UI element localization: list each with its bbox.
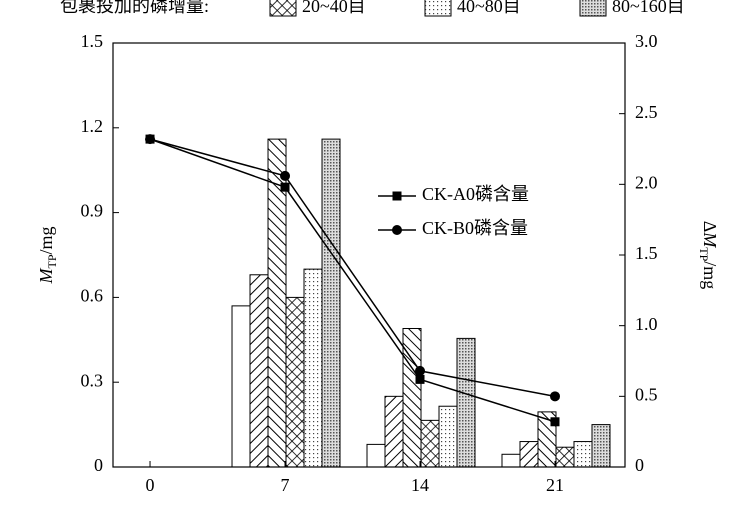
marker xyxy=(280,182,290,192)
legend-label: 40~80目 xyxy=(457,0,521,16)
y2-label-unit: /mg xyxy=(700,261,720,289)
legend-label: CK-A0磷含量 xyxy=(422,184,529,204)
legend-label: 80~160目 xyxy=(612,0,685,16)
bar xyxy=(519,441,539,468)
x-tick-label: 0 xyxy=(146,475,155,495)
x-tick-label: 14 xyxy=(411,475,429,495)
bar xyxy=(285,296,305,468)
x-tick-label: 21 xyxy=(546,475,564,495)
bar xyxy=(438,405,458,468)
marker xyxy=(415,365,426,376)
marker xyxy=(550,417,560,427)
y2-axis-label: ΔMTP/mg xyxy=(697,221,720,290)
bar xyxy=(573,441,593,468)
legend-swatch xyxy=(269,0,297,17)
y-label-main: M xyxy=(36,268,56,285)
y-label-unit: /mg xyxy=(36,226,56,254)
y2-tick-label: 0 xyxy=(635,455,644,475)
y2-tick-label: 0.5 xyxy=(635,384,658,404)
y-axis-label: MTP/mg xyxy=(36,226,59,284)
x-tick-label: 7 xyxy=(281,475,290,495)
bar xyxy=(420,419,440,468)
y-tick-label: 0.9 xyxy=(81,201,104,221)
y-tick-label: 0 xyxy=(94,455,103,475)
marker xyxy=(549,391,560,402)
bar xyxy=(384,395,404,468)
y-tick-label: 0.3 xyxy=(81,370,104,390)
y2-label-sub: TP xyxy=(697,247,711,261)
bar xyxy=(321,138,341,468)
bar xyxy=(555,446,575,468)
y2-tick-label: 1.0 xyxy=(635,314,658,334)
y2-tick-label: 3.0 xyxy=(635,31,658,51)
y2-label-prefix: Δ xyxy=(700,221,720,233)
y-label-sub: TP xyxy=(45,254,59,268)
y-tick-label: 0.6 xyxy=(81,286,104,306)
marker xyxy=(145,134,156,145)
y2-tick-label: 1.5 xyxy=(635,243,658,263)
legend-swatch xyxy=(579,0,607,17)
line xyxy=(149,138,556,398)
y-tick-label: 1.2 xyxy=(81,116,104,136)
legend-label: CK-B0磷含量 xyxy=(422,218,528,238)
bar xyxy=(501,453,521,468)
y2-tick-label: 2.5 xyxy=(635,102,658,122)
bar xyxy=(366,443,386,468)
line xyxy=(149,138,556,423)
bar xyxy=(249,274,269,468)
legend-label: 20~40目 xyxy=(302,0,366,16)
marker xyxy=(415,374,425,384)
marker xyxy=(280,170,291,181)
bar xyxy=(591,424,611,468)
bar xyxy=(231,305,251,468)
legend-swatch xyxy=(424,0,452,17)
legend-title: 包裹投加的磷增量: xyxy=(60,0,209,16)
legend-marker xyxy=(392,191,402,201)
bar xyxy=(303,268,323,468)
y-tick-label: 1.5 xyxy=(81,31,104,51)
y2-label-main: M xyxy=(700,231,720,248)
bar xyxy=(456,337,476,468)
legend-marker xyxy=(392,225,402,235)
y2-tick-label: 2.0 xyxy=(635,172,658,192)
plot-frame xyxy=(112,42,626,468)
